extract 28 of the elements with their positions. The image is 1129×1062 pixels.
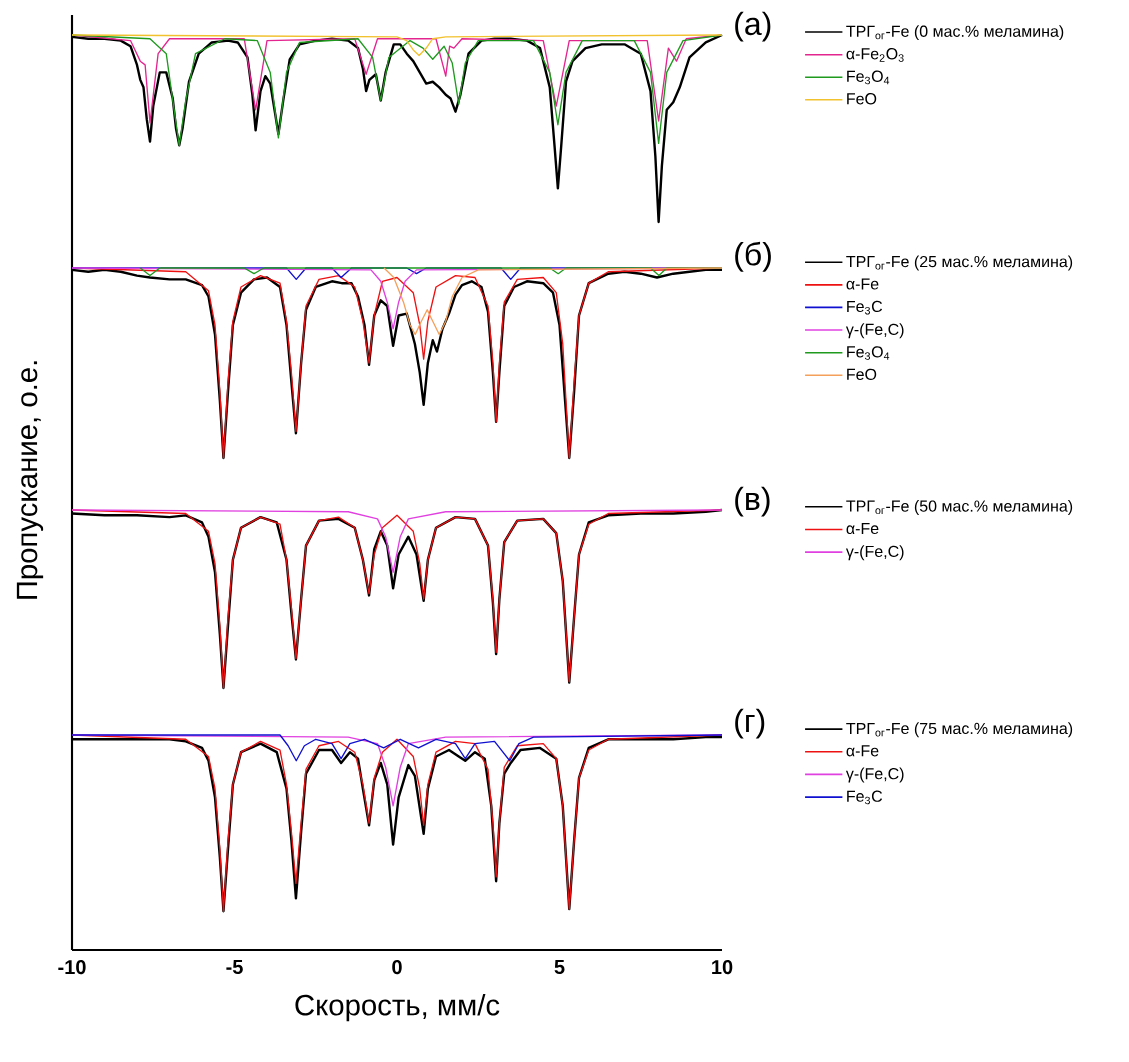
legend-label: FeO xyxy=(847,368,877,381)
x-tick-label: 5 xyxy=(554,960,565,974)
x-tick-label: 10 xyxy=(712,960,733,975)
y-axis-title: Пропускание, о.е. xyxy=(16,361,44,599)
legend-label: α-Fe xyxy=(846,522,879,535)
x-tick-label: -10 xyxy=(58,960,86,975)
legend-label: γ-(Fe,C) xyxy=(845,545,904,561)
legend-label: α-Fe xyxy=(846,745,879,757)
chart-title: (б) xyxy=(735,241,771,272)
legend-label: α-Fe xyxy=(846,278,879,290)
x-axis-title: Скорость, мм/с xyxy=(295,994,500,1022)
legend-label: Fe$_{3}$C xyxy=(847,300,883,315)
legend-label: ТРГ$_{ог}$-Fe (0 мас.% меламина) xyxy=(846,25,1064,41)
chart-title: (а) xyxy=(735,11,771,42)
chart-title: (г) xyxy=(735,708,765,739)
legend-label: Fe$_{3}$C xyxy=(847,790,883,805)
legend-label: ТРГ$_{ог}$-Fe (75 мас.% меламина) xyxy=(846,722,1073,738)
legend-label: ТРГ$_{ог}$-Fe (25 мас.% меламина) xyxy=(846,255,1073,271)
legend-label: γ-(Fe,C) xyxy=(845,767,904,783)
legend-label: γ-(Fe,C) xyxy=(845,323,904,339)
legend-label: Fe$_{3}$O$_{4}$ xyxy=(847,346,890,360)
legend-label: α-Fe$_{2}$O$_{3}$ xyxy=(846,48,904,62)
legend-label: Fe$_{3}$O$_{4}$ xyxy=(847,70,890,85)
x-tick-label: 0 xyxy=(392,960,402,975)
x-tick-label: -5 xyxy=(226,960,243,974)
legend-label: ТРГ$_{ог}$-Fe (50 мас.% меламина) xyxy=(846,500,1073,515)
chart-title: (в) xyxy=(735,486,770,517)
legend-label: FeO xyxy=(847,93,877,105)
